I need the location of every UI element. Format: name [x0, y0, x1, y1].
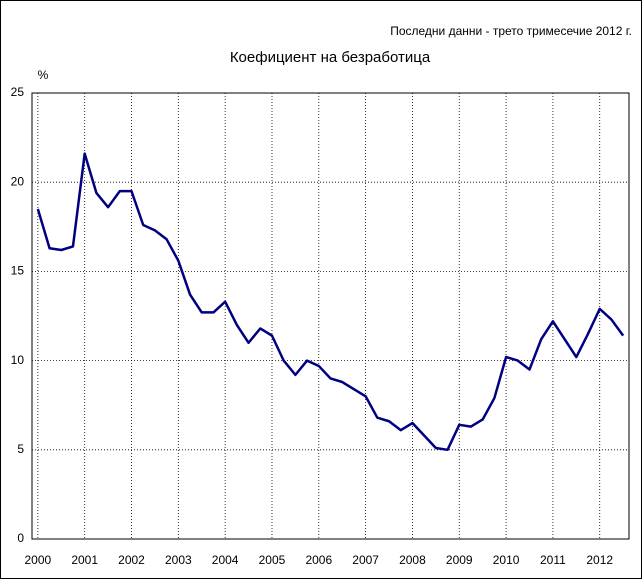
- y-tick-label: 25: [11, 85, 25, 99]
- plot-area: [31, 92, 630, 540]
- x-tick-label: 2002: [118, 553, 145, 567]
- x-tick-label: 2006: [305, 553, 332, 567]
- chart-subtitle: Последни данни - трето тримесечие 2012 г…: [390, 24, 632, 38]
- x-tick-label: 2000: [25, 553, 52, 567]
- x-tick-label: 2011: [540, 553, 566, 567]
- y-tick-label: 15: [11, 264, 25, 278]
- y-tick-label: 10: [11, 353, 25, 367]
- y-tick-label: 5: [17, 442, 24, 456]
- x-tick-label: 2009: [446, 553, 473, 567]
- x-tick-label: 2007: [352, 553, 379, 567]
- x-tick-label: 2008: [399, 553, 426, 567]
- x-tick-label: 2001: [71, 553, 98, 567]
- x-tick-label: 2004: [212, 553, 239, 567]
- chart-title: Коефициент на безработица: [230, 49, 431, 66]
- data-line: [36, 152, 625, 452]
- x-tick-label: 2003: [165, 553, 192, 567]
- x-tick-label: 2005: [259, 553, 286, 567]
- x-tick-label: 2010: [493, 553, 520, 567]
- y-tick-label: 20: [11, 174, 25, 188]
- y-tick-label: 0: [17, 531, 24, 545]
- x-tick-label: 2012: [586, 553, 613, 567]
- y-axis-label: %: [38, 68, 49, 82]
